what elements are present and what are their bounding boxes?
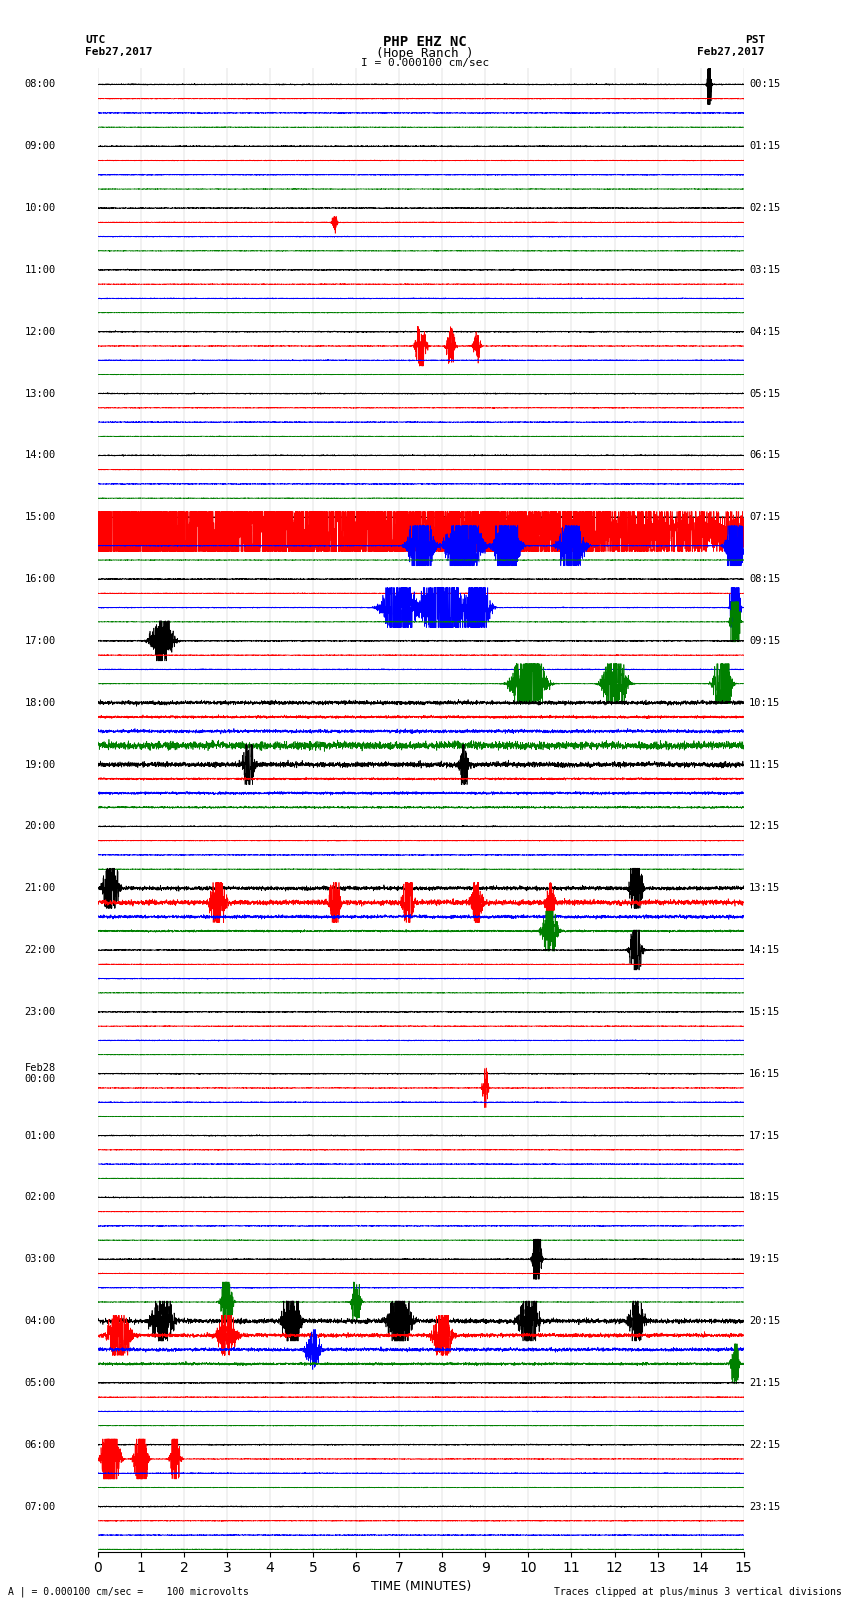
Text: 10:15: 10:15 bbox=[749, 698, 780, 708]
Text: 21:15: 21:15 bbox=[749, 1378, 780, 1387]
Text: 16:00: 16:00 bbox=[25, 574, 56, 584]
Text: PHP EHZ NC: PHP EHZ NC bbox=[383, 35, 467, 50]
Text: 09:15: 09:15 bbox=[749, 636, 780, 645]
Text: 18:00: 18:00 bbox=[25, 698, 56, 708]
Text: 08:15: 08:15 bbox=[749, 574, 780, 584]
Text: 04:15: 04:15 bbox=[749, 327, 780, 337]
Text: 13:00: 13:00 bbox=[25, 389, 56, 398]
Text: 20:00: 20:00 bbox=[25, 821, 56, 831]
Text: 01:00: 01:00 bbox=[25, 1131, 56, 1140]
Text: 01:15: 01:15 bbox=[749, 142, 780, 152]
Text: 13:15: 13:15 bbox=[749, 884, 780, 894]
Text: 23:00: 23:00 bbox=[25, 1007, 56, 1016]
Text: 02:00: 02:00 bbox=[25, 1192, 56, 1202]
Text: 05:15: 05:15 bbox=[749, 389, 780, 398]
Text: 18:15: 18:15 bbox=[749, 1192, 780, 1202]
Text: Feb27,2017: Feb27,2017 bbox=[85, 47, 152, 56]
Text: 17:15: 17:15 bbox=[749, 1131, 780, 1140]
Text: 12:00: 12:00 bbox=[25, 327, 56, 337]
Text: 14:00: 14:00 bbox=[25, 450, 56, 460]
Text: 23:15: 23:15 bbox=[749, 1502, 780, 1511]
Text: 03:00: 03:00 bbox=[25, 1255, 56, 1265]
Text: 21:00: 21:00 bbox=[25, 884, 56, 894]
Text: Feb28
00:00: Feb28 00:00 bbox=[25, 1063, 56, 1084]
Text: 04:00: 04:00 bbox=[25, 1316, 56, 1326]
Text: 16:15: 16:15 bbox=[749, 1069, 780, 1079]
Text: 05:00: 05:00 bbox=[25, 1378, 56, 1387]
Text: Feb27,2017: Feb27,2017 bbox=[698, 47, 765, 56]
Text: 09:00: 09:00 bbox=[25, 142, 56, 152]
Text: 11:15: 11:15 bbox=[749, 760, 780, 769]
Text: 22:15: 22:15 bbox=[749, 1440, 780, 1450]
Text: 15:15: 15:15 bbox=[749, 1007, 780, 1016]
Text: 14:15: 14:15 bbox=[749, 945, 780, 955]
Text: Traces clipped at plus/minus 3 vertical divisions: Traces clipped at plus/minus 3 vertical … bbox=[553, 1587, 842, 1597]
Text: 07:00: 07:00 bbox=[25, 1502, 56, 1511]
Text: 12:15: 12:15 bbox=[749, 821, 780, 831]
Text: 08:00: 08:00 bbox=[25, 79, 56, 89]
Text: 03:15: 03:15 bbox=[749, 265, 780, 274]
Text: 02:15: 02:15 bbox=[749, 203, 780, 213]
Text: PST: PST bbox=[745, 35, 765, 45]
Text: UTC: UTC bbox=[85, 35, 105, 45]
Text: 00:15: 00:15 bbox=[749, 79, 780, 89]
Text: I = 0.000100 cm/sec: I = 0.000100 cm/sec bbox=[361, 58, 489, 68]
Text: A | = 0.000100 cm/sec =    100 microvolts: A | = 0.000100 cm/sec = 100 microvolts bbox=[8, 1586, 249, 1597]
Text: 11:00: 11:00 bbox=[25, 265, 56, 274]
Text: 20:15: 20:15 bbox=[749, 1316, 780, 1326]
Text: 19:15: 19:15 bbox=[749, 1255, 780, 1265]
X-axis label: TIME (MINUTES): TIME (MINUTES) bbox=[371, 1579, 471, 1592]
Text: (Hope Ranch ): (Hope Ranch ) bbox=[377, 47, 473, 60]
Text: 22:00: 22:00 bbox=[25, 945, 56, 955]
Text: 19:00: 19:00 bbox=[25, 760, 56, 769]
Text: 06:15: 06:15 bbox=[749, 450, 780, 460]
Text: 10:00: 10:00 bbox=[25, 203, 56, 213]
Text: 15:00: 15:00 bbox=[25, 513, 56, 523]
Text: 06:00: 06:00 bbox=[25, 1440, 56, 1450]
Text: 07:15: 07:15 bbox=[749, 513, 780, 523]
Text: 17:00: 17:00 bbox=[25, 636, 56, 645]
